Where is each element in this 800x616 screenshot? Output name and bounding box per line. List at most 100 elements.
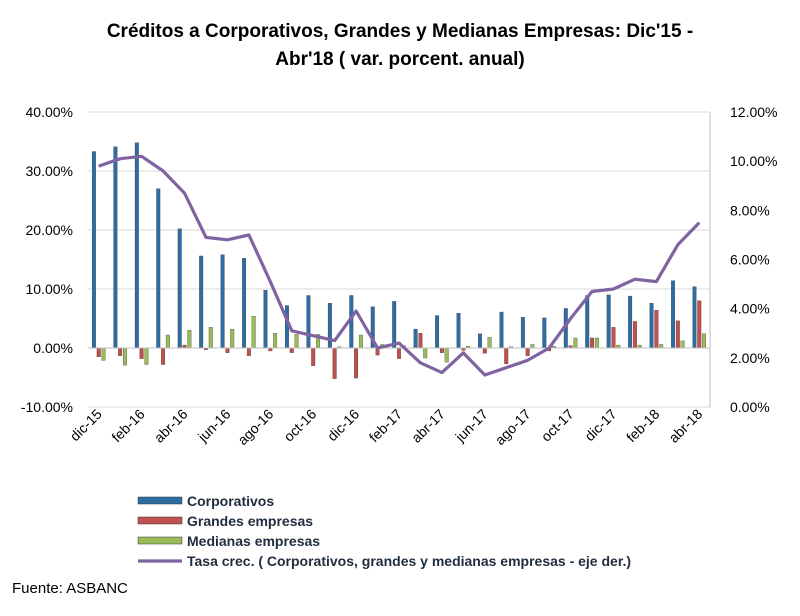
y-left-tick-label: 10.00% bbox=[26, 281, 73, 297]
bar-corporativos bbox=[392, 301, 397, 349]
bar-medianas-empresas bbox=[423, 347, 428, 359]
y-right-tick-label: 4.00% bbox=[730, 301, 770, 317]
bar-grandes-empresas bbox=[118, 347, 123, 356]
bar-corporativos bbox=[435, 315, 440, 349]
bar-corporativos bbox=[692, 286, 697, 349]
x-tick-label: abr-18 bbox=[665, 406, 705, 446]
bar-medianas-empresas bbox=[230, 328, 235, 349]
bar-grandes-empresas bbox=[611, 327, 616, 349]
bar-medianas-empresas bbox=[144, 347, 149, 365]
y-right-tick-label: 6.00% bbox=[730, 252, 770, 268]
bar-medianas-empresas bbox=[680, 340, 685, 349]
bar-corporativos bbox=[91, 151, 96, 349]
bar-medianas-empresas bbox=[208, 327, 213, 349]
bar-medianas-empresas bbox=[165, 334, 170, 349]
bar-corporativos bbox=[542, 317, 547, 349]
x-tick-label: jun-17 bbox=[451, 406, 491, 446]
source-note: Fuente: ASBANC bbox=[12, 580, 128, 597]
bar-medianas-empresas bbox=[594, 337, 599, 349]
x-tick-label: dic-17 bbox=[581, 406, 619, 444]
x-tick-label: feb-16 bbox=[108, 406, 148, 446]
x-tick-label: abr-17 bbox=[408, 406, 448, 446]
bar-medianas-empresas bbox=[294, 334, 299, 349]
bar-corporativos bbox=[263, 290, 268, 349]
bar-corporativos bbox=[156, 188, 161, 349]
bar-grandes-empresas bbox=[139, 347, 144, 359]
bar-grandes-empresas bbox=[654, 310, 659, 349]
bar-grandes-empresas bbox=[289, 347, 294, 353]
bar-grandes-empresas bbox=[632, 321, 637, 349]
bar-grandes-empresas bbox=[418, 333, 423, 349]
bar-corporativos bbox=[456, 313, 461, 349]
bar-grandes-empresas bbox=[482, 347, 487, 354]
bar-grandes-empresas bbox=[161, 347, 166, 365]
bar-corporativos bbox=[520, 317, 525, 349]
y-left-tick-label: 20.00% bbox=[26, 222, 73, 238]
x-tick-label: abr-16 bbox=[151, 406, 191, 446]
bar-corporativos bbox=[177, 228, 182, 349]
bar-medianas-empresas bbox=[273, 333, 278, 349]
bar-grandes-empresas bbox=[397, 347, 401, 359]
y-right-tick-label: 2.00% bbox=[730, 350, 770, 366]
bar-corporativos bbox=[134, 142, 139, 349]
bar-grandes-empresas bbox=[439, 347, 444, 353]
bar-corporativos bbox=[628, 295, 633, 349]
bar-grandes-empresas bbox=[311, 347, 316, 366]
bar-grandes-empresas bbox=[697, 300, 702, 349]
bar-medianas-empresas bbox=[702, 333, 707, 349]
legend-grandes-empresas-swatch bbox=[137, 516, 183, 525]
chart-title-line-2: Abr'18 ( var. porcent. anual) bbox=[275, 49, 525, 70]
legend-corporativos-swatch bbox=[137, 496, 183, 505]
x-tick-label: ago-16 bbox=[234, 406, 276, 448]
bar-grandes-empresas bbox=[354, 347, 359, 379]
bar-corporativos bbox=[242, 258, 247, 349]
x-tick-label: oct-17 bbox=[538, 406, 577, 445]
x-tick-label: dic-16 bbox=[324, 406, 362, 444]
bar-corporativos bbox=[285, 305, 289, 349]
bar-corporativos bbox=[306, 295, 311, 349]
bar-corporativos bbox=[413, 328, 418, 349]
bar-medianas-empresas bbox=[444, 347, 449, 363]
bar-medianas-empresas bbox=[101, 347, 106, 361]
bar-medianas-empresas bbox=[123, 347, 127, 366]
bar-corporativos bbox=[478, 333, 482, 349]
bar-grandes-empresas bbox=[225, 347, 230, 353]
y-right-tick-label: 8.00% bbox=[730, 202, 770, 218]
bar-medianas-empresas bbox=[187, 330, 192, 349]
bar-grandes-empresas bbox=[525, 347, 530, 356]
y-left-tick-label: 0.00% bbox=[33, 340, 73, 356]
y-right-tick-label: 0.00% bbox=[730, 399, 770, 415]
x-tick-label: feb-18 bbox=[623, 406, 663, 446]
y-left-tick-label: -10.00% bbox=[21, 399, 73, 415]
legend-tasa-crecimiento-label: Tasa crec. ( Corporativos, grandes y med… bbox=[187, 553, 631, 569]
legend-medianas-empresas-swatch bbox=[137, 536, 183, 545]
bar-corporativos bbox=[220, 254, 225, 349]
bar-medianas-empresas bbox=[573, 337, 578, 349]
y-right-tick-label: 10.00% bbox=[730, 153, 777, 169]
bar-corporativos bbox=[606, 294, 611, 349]
bar-grandes-empresas bbox=[332, 347, 337, 379]
bar-grandes-empresas bbox=[96, 347, 101, 358]
bar-corporativos bbox=[585, 295, 590, 349]
bar-corporativos bbox=[113, 146, 118, 349]
legend-grandes-empresas-label: Grandes empresas bbox=[187, 513, 313, 529]
y-right-tick-label: 12.00% bbox=[730, 104, 777, 120]
chart-title-line-1: Créditos a Corporativos, Grandes y Media… bbox=[106, 21, 694, 42]
bar-medianas-empresas bbox=[659, 344, 664, 349]
x-tick-label: oct-16 bbox=[280, 406, 319, 445]
bar-grandes-empresas bbox=[675, 320, 680, 349]
bar-corporativos bbox=[671, 280, 675, 349]
chart-title: Créditos a Corporativos, Grandes y Media… bbox=[0, 18, 800, 74]
bar-corporativos bbox=[199, 255, 204, 349]
legend-medianas-empresas-label: Medianas empresas bbox=[187, 533, 320, 549]
x-tick-label: ago-17 bbox=[492, 406, 534, 448]
bar-grandes-empresas bbox=[504, 347, 509, 365]
line-tasa-crecimiento bbox=[98, 154, 701, 377]
bar-medianas-empresas bbox=[358, 334, 363, 349]
bar-medianas-empresas bbox=[530, 344, 535, 349]
y-left-tick-label: 40.00% bbox=[26, 104, 73, 120]
y-left-tick-label: 30.00% bbox=[26, 163, 73, 179]
bar-grandes-empresas bbox=[246, 347, 251, 356]
bar-medianas-empresas bbox=[251, 315, 256, 349]
